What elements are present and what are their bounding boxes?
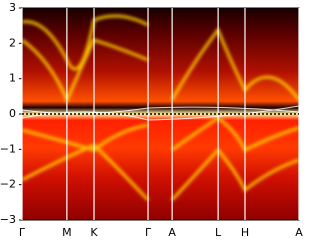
y-tick-label: −1 [0, 142, 16, 155]
y-tick-label: 0 [9, 107, 16, 120]
x-tick-label: A [168, 226, 176, 239]
chart: −3 −2 −1 0 1 2 3 Γ M K Γ A L H A [0, 1, 303, 239]
x-tick-label: M [62, 226, 72, 239]
y-tick-label: −3 [0, 213, 16, 226]
spectral-map [22, 8, 299, 220]
x-tick-label: L [215, 226, 222, 239]
y-tick-label: 2 [9, 36, 16, 49]
x-tick-label: Γ [145, 226, 152, 239]
y-tick-label: 3 [9, 1, 16, 14]
y-tick-label: 1 [9, 72, 16, 85]
x-tick-label: K [90, 226, 98, 239]
x-tick-label: Γ [19, 226, 26, 239]
y-tick-label: −2 [0, 178, 16, 191]
x-tick-label: A [295, 226, 303, 239]
x-tick-label: H [241, 226, 249, 239]
